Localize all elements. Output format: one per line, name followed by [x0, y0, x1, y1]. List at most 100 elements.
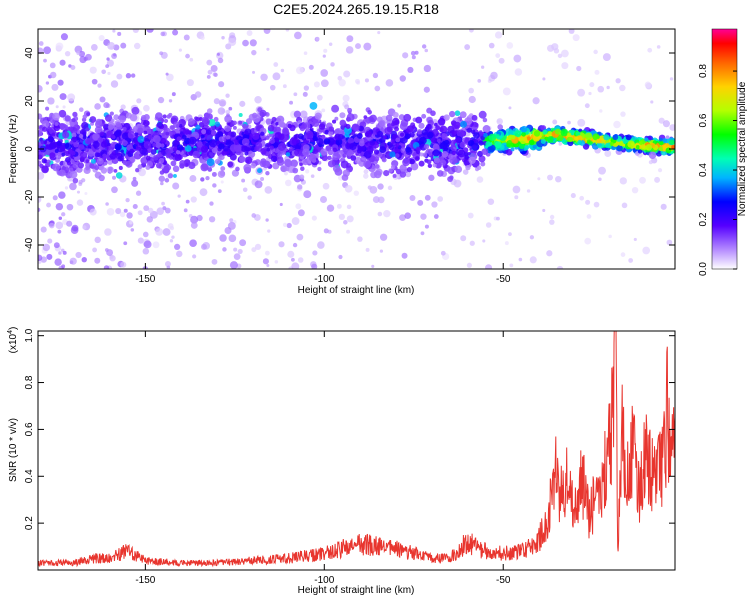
- heatmap-cell: [555, 175, 562, 183]
- heatmap-cell: [209, 139, 217, 148]
- heatmap-cell: [399, 164, 407, 172]
- heatmap-cell: [84, 148, 89, 153]
- heatmap-cell: [112, 29, 116, 33]
- heatmap-cell: [672, 148, 675, 153]
- colorbar-tick-label: 0.0: [698, 262, 709, 276]
- heatmap-cell: [400, 147, 407, 154]
- heatmap-cell: [103, 265, 110, 269]
- heatmap-cell: [385, 79, 394, 87]
- heatmap-cell: [327, 155, 332, 161]
- heatmap-cell: [551, 43, 559, 51]
- heatmap-cell: [206, 59, 213, 66]
- heatmap-cell: [55, 42, 64, 51]
- heatmap-cell: [669, 139, 675, 145]
- heatmap-cell: [282, 84, 287, 89]
- heatmap-cell: [129, 220, 133, 225]
- heatmap-cell: [435, 125, 441, 131]
- heatmap-cell: [46, 159, 51, 164]
- heatmap-cell: [241, 138, 250, 146]
- heatmap-cell: [345, 124, 351, 129]
- heatmap-cell: [294, 133, 300, 139]
- heatmap-cell: [70, 65, 76, 70]
- colorbar-label: Normalized spectral amplitude: [737, 81, 748, 216]
- heatmap-cell: [574, 136, 579, 141]
- heatmap-cell: [280, 165, 288, 173]
- y-tick-label: -20: [24, 189, 35, 204]
- heatmap-cell: [496, 216, 500, 221]
- heatmap-cell: [404, 133, 411, 140]
- heatmap-cell: [404, 212, 412, 220]
- heatmap-cell: [174, 243, 181, 251]
- heatmap-cell: [377, 211, 383, 217]
- heatmap-cell: [568, 137, 574, 142]
- heatmap-cell: [303, 51, 308, 56]
- heatmap-cell: [320, 69, 329, 77]
- heatmap-cell: [243, 163, 252, 172]
- heatmap-cell: [436, 163, 442, 168]
- heatmap-cell: [172, 173, 177, 178]
- heatmap-cell: [205, 133, 213, 141]
- heatmap-cell: [71, 118, 76, 123]
- heatmap-cell: [608, 234, 612, 239]
- heatmap-cell: [57, 79, 64, 86]
- heatmap-cell: [231, 169, 240, 177]
- heatmap-cell: [137, 237, 144, 244]
- heatmap-cell: [284, 171, 288, 176]
- heatmap-cell: [59, 59, 66, 66]
- heatmap-cell: [78, 133, 84, 139]
- heatmap-cell: [228, 234, 237, 243]
- heatmap-cell: [344, 104, 350, 110]
- heatmap-cell: [275, 121, 279, 126]
- heatmap-cell: [421, 44, 427, 49]
- heatmap-cell: [81, 257, 87, 263]
- heatmap-cell: [104, 114, 113, 122]
- heatmap-cell: [172, 165, 180, 173]
- heatmap-cell: [213, 98, 220, 105]
- heatmap-cell: [347, 150, 354, 157]
- heatmap-cell: [238, 120, 243, 125]
- heatmap-cell: [113, 168, 118, 173]
- heatmap-cell: [316, 137, 324, 146]
- heatmap-cell: [64, 186, 69, 190]
- y-tick-label: 0: [24, 146, 35, 152]
- heatmap-cell: [577, 88, 586, 97]
- heatmap-cell: [416, 150, 421, 155]
- heatmap-cell: [230, 131, 237, 138]
- heatmap-cell: [176, 127, 181, 132]
- heatmap-cell: [613, 120, 621, 129]
- heatmap-cell: [74, 156, 80, 162]
- heatmap-cell: [272, 72, 281, 81]
- heatmap-cell: [436, 170, 444, 177]
- heatmap-cell: [317, 241, 325, 249]
- heatmap-cell: [160, 181, 164, 186]
- heatmap-cell: [171, 92, 176, 97]
- heatmap-cell: [135, 144, 142, 151]
- heatmap-cell: [222, 247, 227, 252]
- heatmap-cell: [476, 176, 484, 183]
- spectrogram-xlabel: Height of straight line (km): [298, 285, 415, 296]
- heatmap-cell: [99, 96, 106, 103]
- heatmap-cell: [274, 260, 279, 264]
- heatmap-cell: [186, 79, 194, 87]
- heatmap-cell: [347, 107, 353, 113]
- heatmap-cell: [173, 121, 180, 128]
- heatmap-cell: [518, 257, 523, 262]
- heatmap-cell: [455, 137, 462, 143]
- heatmap-cell: [341, 174, 349, 181]
- snr-xlabel: Height of straight line (km): [298, 585, 415, 596]
- heatmap-cell: [76, 51, 81, 56]
- heatmap-cell: [78, 144, 85, 151]
- heatmap-cell: [152, 142, 157, 148]
- heatmap-cell: [252, 70, 256, 74]
- heatmap-cell: [188, 136, 197, 145]
- heatmap-cell: [64, 115, 71, 122]
- heatmap-cell: [288, 146, 294, 152]
- heatmap-cell: [89, 208, 97, 216]
- heatmap-cell: [106, 249, 114, 256]
- heatmap-cell: [143, 141, 152, 149]
- heatmap-cell: [431, 137, 438, 144]
- x-tick-label: -150: [135, 575, 155, 586]
- heatmap-cell: [620, 111, 626, 117]
- heatmap-cell: [172, 182, 180, 190]
- heatmap-cell: [229, 144, 238, 153]
